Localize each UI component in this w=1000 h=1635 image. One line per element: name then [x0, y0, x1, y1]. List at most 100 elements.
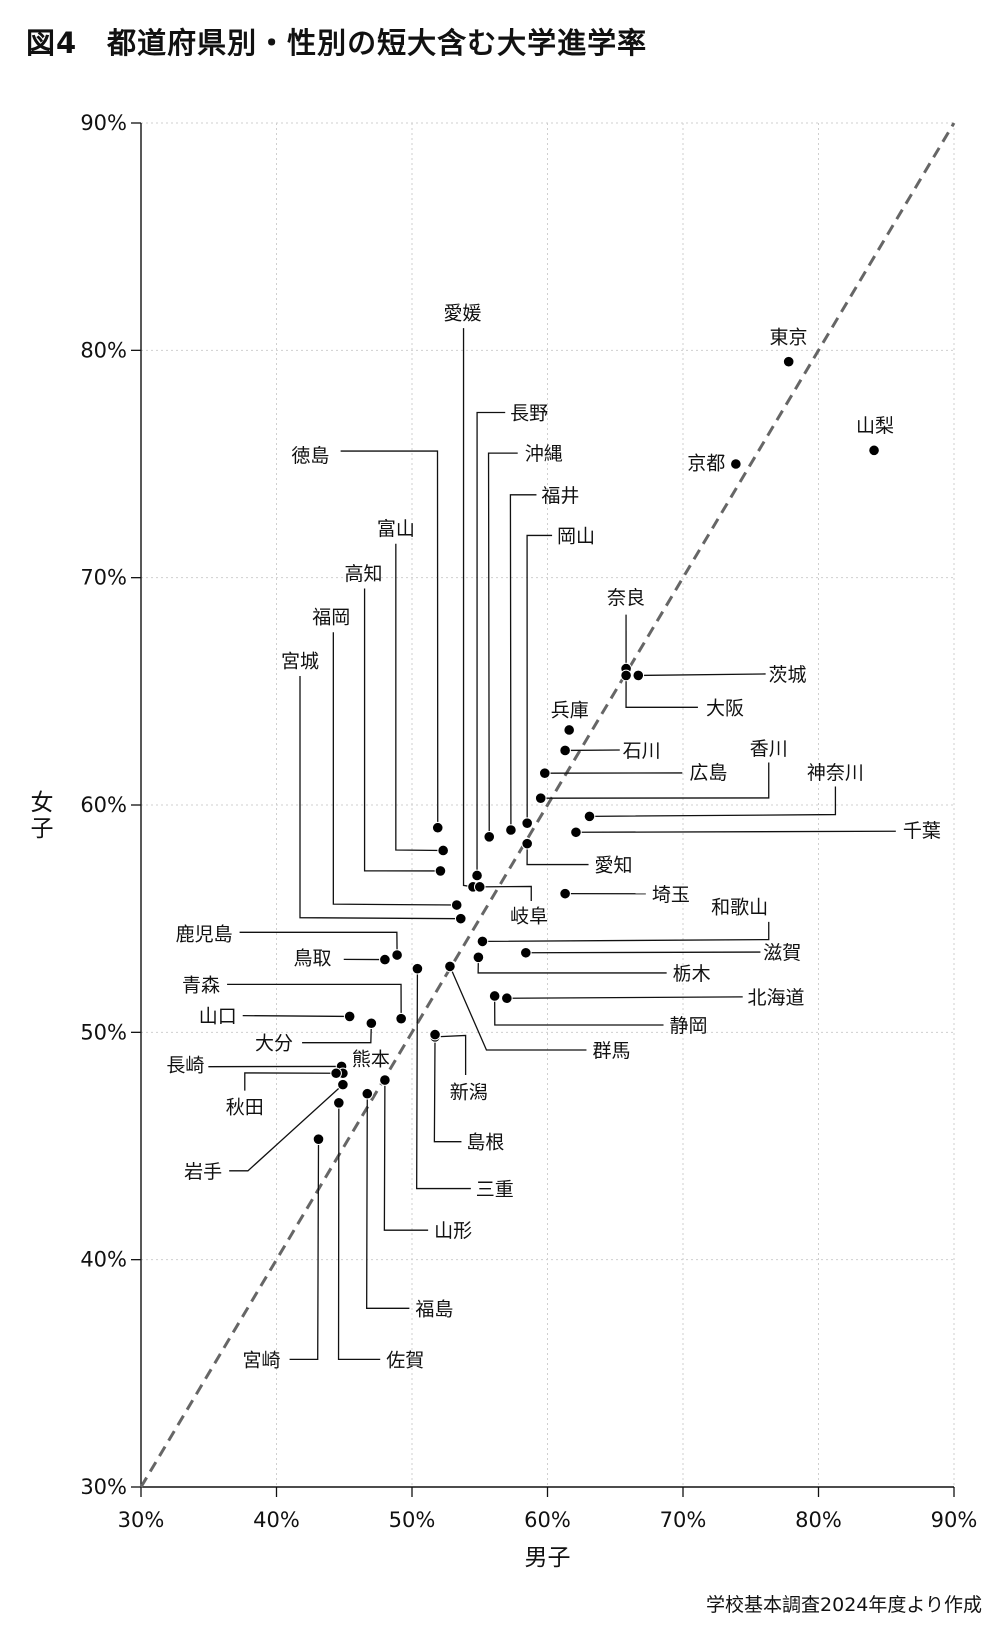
data-point [488, 990, 501, 1002]
point-label: 秋田 [226, 1096, 264, 1118]
point-label: 新潟 [450, 1082, 488, 1104]
leader-line [509, 494, 537, 831]
data-point [583, 810, 596, 823]
leader-line [337, 1102, 381, 1361]
y-tick-label: 70% [80, 566, 127, 590]
x-tick-label: 60% [524, 1508, 571, 1532]
x-tick-label: 50% [389, 1508, 436, 1532]
data-point [330, 1067, 342, 1080]
data-point [521, 837, 533, 850]
data-point [365, 1017, 378, 1030]
leader-line [366, 1093, 410, 1309]
data-point [632, 669, 645, 682]
point-label: 岩手 [184, 1161, 222, 1183]
data-point [444, 960, 456, 973]
data-point [559, 887, 571, 900]
leader-line [435, 1034, 467, 1075]
point-label: 三重 [476, 1179, 514, 1201]
leader-line [433, 1034, 462, 1143]
leader-line [289, 1139, 320, 1361]
leader-line [340, 450, 439, 828]
point-label: 佐賀 [386, 1349, 424, 1371]
point-label: 滋賀 [763, 942, 801, 964]
data-point [434, 865, 447, 877]
point-label: 山梨 [856, 415, 894, 437]
point-label: 京都 [687, 453, 725, 475]
point-label: 福島 [415, 1298, 453, 1320]
point-label: 茨城 [768, 664, 806, 686]
data-point [483, 831, 496, 843]
leader-line [244, 1072, 337, 1091]
leader-line [395, 543, 444, 852]
point-label: 岐阜 [510, 906, 548, 928]
leader-line [526, 534, 553, 824]
point-label: 長野 [510, 403, 548, 425]
leader-line [363, 588, 441, 872]
data-point [476, 935, 489, 948]
x-tick-label: 30% [118, 1508, 165, 1532]
point-label: 宮崎 [242, 1349, 280, 1371]
data-point [521, 817, 533, 829]
leader-line [479, 885, 532, 902]
data-point [472, 951, 485, 964]
point-label: 静岡 [670, 1015, 708, 1037]
leader-line [383, 1080, 429, 1231]
data-point [454, 912, 467, 925]
point-label: 愛媛 [443, 303, 481, 325]
y-tick-label: 80% [80, 338, 127, 362]
y-tick-label: 90% [80, 111, 127, 135]
data-point [431, 821, 444, 834]
leader-line [299, 676, 461, 920]
leader-line [525, 951, 761, 954]
data-point [473, 881, 486, 893]
point-label: 東京 [770, 326, 808, 348]
data-point [563, 724, 575, 736]
y-tick-label: 50% [80, 1020, 127, 1044]
leader-line [416, 968, 471, 1190]
x-tick-label: 70% [660, 1508, 707, 1532]
y-axis-label-char: 子 [31, 816, 54, 842]
point-label: 鳥取 [293, 947, 331, 969]
point-label: 熊本 [352, 1048, 390, 1070]
data-point [361, 1087, 374, 1100]
y-tick-label: 30% [80, 1475, 127, 1499]
data-point [538, 767, 551, 779]
point-label: 福井 [541, 485, 579, 507]
leader-line [506, 996, 743, 999]
point-label: 岡山 [557, 525, 595, 547]
data-point [343, 1010, 356, 1023]
chart-title: 図4 都道府県別・性別の短大含む大学進学率 [26, 26, 648, 60]
data-point [450, 899, 463, 911]
data-point [337, 1078, 349, 1091]
data-point [437, 844, 449, 857]
leader-line [242, 1014, 350, 1018]
data-point [534, 792, 547, 804]
x-axis-label: 男子 [525, 1545, 571, 1571]
point-label: 広島 [689, 762, 727, 784]
data-point [379, 953, 391, 966]
point-label: 千葉 [903, 820, 941, 842]
point-label: 神奈川 [807, 762, 864, 784]
data-points [312, 355, 880, 1145]
point-label: 愛知 [595, 855, 633, 877]
data-point [391, 949, 403, 961]
point-label: 石川 [623, 740, 661, 762]
x-tick-label: 40% [253, 1508, 300, 1532]
data-point [559, 744, 571, 757]
x-tick-label: 90% [931, 1508, 978, 1532]
point-label: 栃木 [673, 963, 711, 985]
data-point [868, 444, 880, 457]
leader-line [526, 843, 589, 866]
data-point [520, 946, 532, 959]
data-point [395, 1012, 407, 1025]
point-label: 徳島 [291, 445, 329, 467]
data-point [333, 1097, 345, 1109]
leader-line [462, 328, 474, 888]
y-tick-label: 60% [80, 793, 127, 817]
y-tick-label: 40% [80, 1248, 127, 1272]
x-tick-label: 80% [795, 1508, 842, 1532]
leader-line [477, 957, 667, 974]
leader-line [229, 1084, 344, 1172]
data-point [505, 824, 517, 836]
